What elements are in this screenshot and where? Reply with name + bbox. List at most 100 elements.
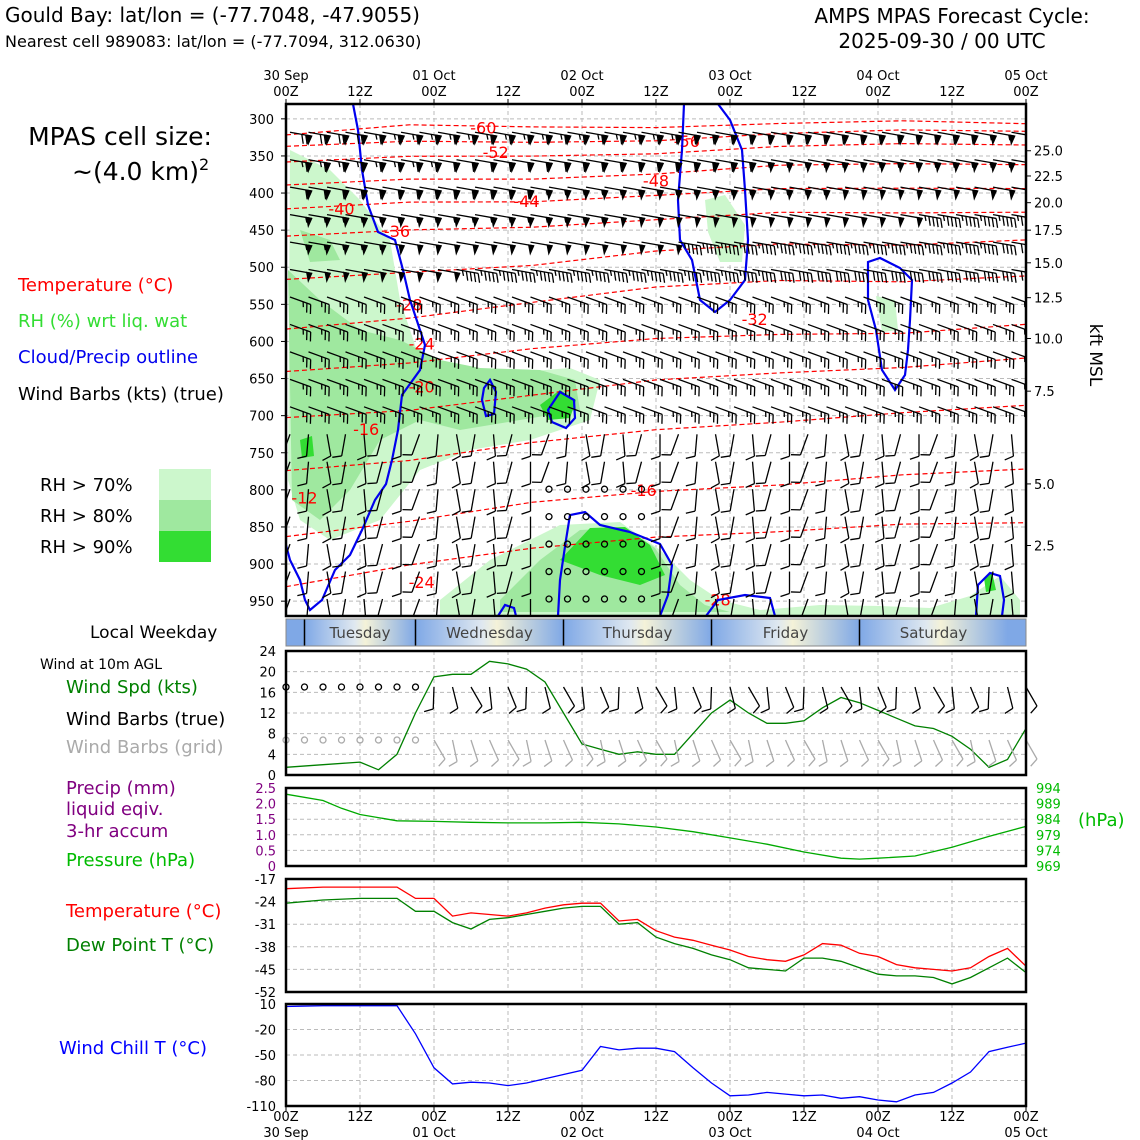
wind-barb	[752, 186, 776, 201]
wind-barb	[585, 131, 609, 146]
barb-shaft	[1011, 131, 1026, 137]
barb-full	[827, 331, 830, 342]
barb-full	[426, 565, 437, 569]
barb-full	[724, 243, 728, 254]
barb-shaft	[877, 739, 890, 760]
barb-half	[654, 384, 656, 390]
wind-barb	[400, 241, 424, 256]
wind-barb	[863, 323, 885, 342]
barb-full	[509, 303, 512, 313]
barb-shaft	[988, 543, 994, 566]
wind-barb	[992, 296, 1015, 315]
barb-shaft	[692, 686, 702, 708]
barb-pennant	[305, 189, 313, 201]
barb-full	[1004, 592, 1014, 598]
barb-shaft	[988, 516, 994, 539]
barb-pennant	[823, 189, 831, 201]
barb-full	[1028, 218, 1033, 227]
barb-full	[402, 331, 404, 342]
barb-full	[850, 455, 860, 458]
wind-barb	[715, 268, 740, 283]
barb-full	[815, 592, 825, 597]
barb-full	[1004, 565, 1014, 571]
barb-full	[1032, 273, 1037, 282]
barb-full	[861, 385, 863, 396]
barb-full	[490, 189, 493, 200]
barb-full	[494, 414, 497, 424]
calm-circle	[282, 683, 290, 691]
barb-half	[393, 161, 397, 168]
top-hour-label: 00Z	[717, 85, 743, 100]
cell-size-line1: MPAS cell size:	[28, 122, 212, 151]
wind-barb	[678, 406, 700, 424]
barb-full	[787, 412, 789, 423]
barb-pennant	[601, 189, 609, 201]
wind-barb	[714, 598, 720, 616]
wind-barb	[979, 571, 994, 596]
barb-pennant	[564, 189, 572, 201]
barb-full	[461, 482, 472, 486]
wind-barb	[456, 406, 478, 424]
wind-barb	[918, 131, 942, 146]
wind-barb	[937, 213, 962, 228]
barb-half	[783, 384, 785, 390]
wind-barb	[937, 323, 959, 342]
barb-shaft	[1011, 159, 1026, 165]
windchill-panel: 10-20-50-80-110	[246, 998, 1028, 1115]
wind-barb	[391, 571, 402, 598]
wind-barb	[300, 736, 309, 744]
barb-full	[556, 455, 566, 460]
barb-half	[820, 411, 822, 418]
barb-shaft	[548, 323, 570, 333]
barb-full	[839, 244, 843, 254]
wind-barb	[661, 488, 680, 511]
wind-barb	[474, 241, 498, 256]
barb-full	[361, 385, 364, 396]
barb-full	[973, 245, 976, 255]
wind-barb	[844, 268, 869, 283]
barb-full	[874, 510, 885, 516]
barb-shaft	[710, 686, 713, 710]
barb-full	[332, 510, 342, 513]
pressure-level-label: 800	[249, 484, 274, 499]
barb-shaft	[988, 434, 994, 457]
barb-full	[367, 509, 377, 512]
barb-full	[685, 483, 696, 487]
barb-full	[601, 706, 610, 715]
barb-pennant	[768, 134, 776, 146]
barb-full	[670, 760, 680, 767]
barb-half	[931, 356, 933, 363]
wind-barb	[720, 543, 735, 568]
barb-full	[338, 134, 341, 144]
barb-full	[587, 304, 589, 315]
barb-full	[661, 331, 663, 342]
wind-barb	[496, 543, 513, 567]
wind-barb	[581, 434, 591, 462]
barb-full	[494, 359, 497, 369]
wind-barb	[844, 159, 868, 174]
barb-shaft	[305, 434, 310, 457]
wind-barb	[696, 378, 719, 397]
wind-barb	[470, 686, 483, 714]
wind-barb	[807, 268, 832, 283]
barb-full	[601, 162, 604, 172]
barb-half	[987, 356, 989, 363]
wind-barb	[745, 516, 756, 543]
wind-barb	[600, 512, 609, 521]
wind-barb	[622, 406, 645, 424]
barb-shaft	[881, 461, 885, 484]
wind-barb	[530, 159, 554, 174]
barb-full	[527, 134, 530, 145]
top-date-label: 05 Oct	[1004, 69, 1047, 84]
barb-shaft	[799, 571, 809, 593]
calm-circle	[563, 595, 572, 603]
barb-full	[866, 273, 869, 283]
wind-barb	[297, 434, 310, 460]
wind-barb	[788, 598, 791, 616]
wind-barb	[974, 323, 996, 342]
barb-shaft	[955, 378, 977, 388]
barb-shaft	[470, 686, 483, 707]
barb-pennant	[694, 134, 702, 146]
barb-full	[309, 359, 312, 369]
wind-barb	[840, 571, 850, 599]
